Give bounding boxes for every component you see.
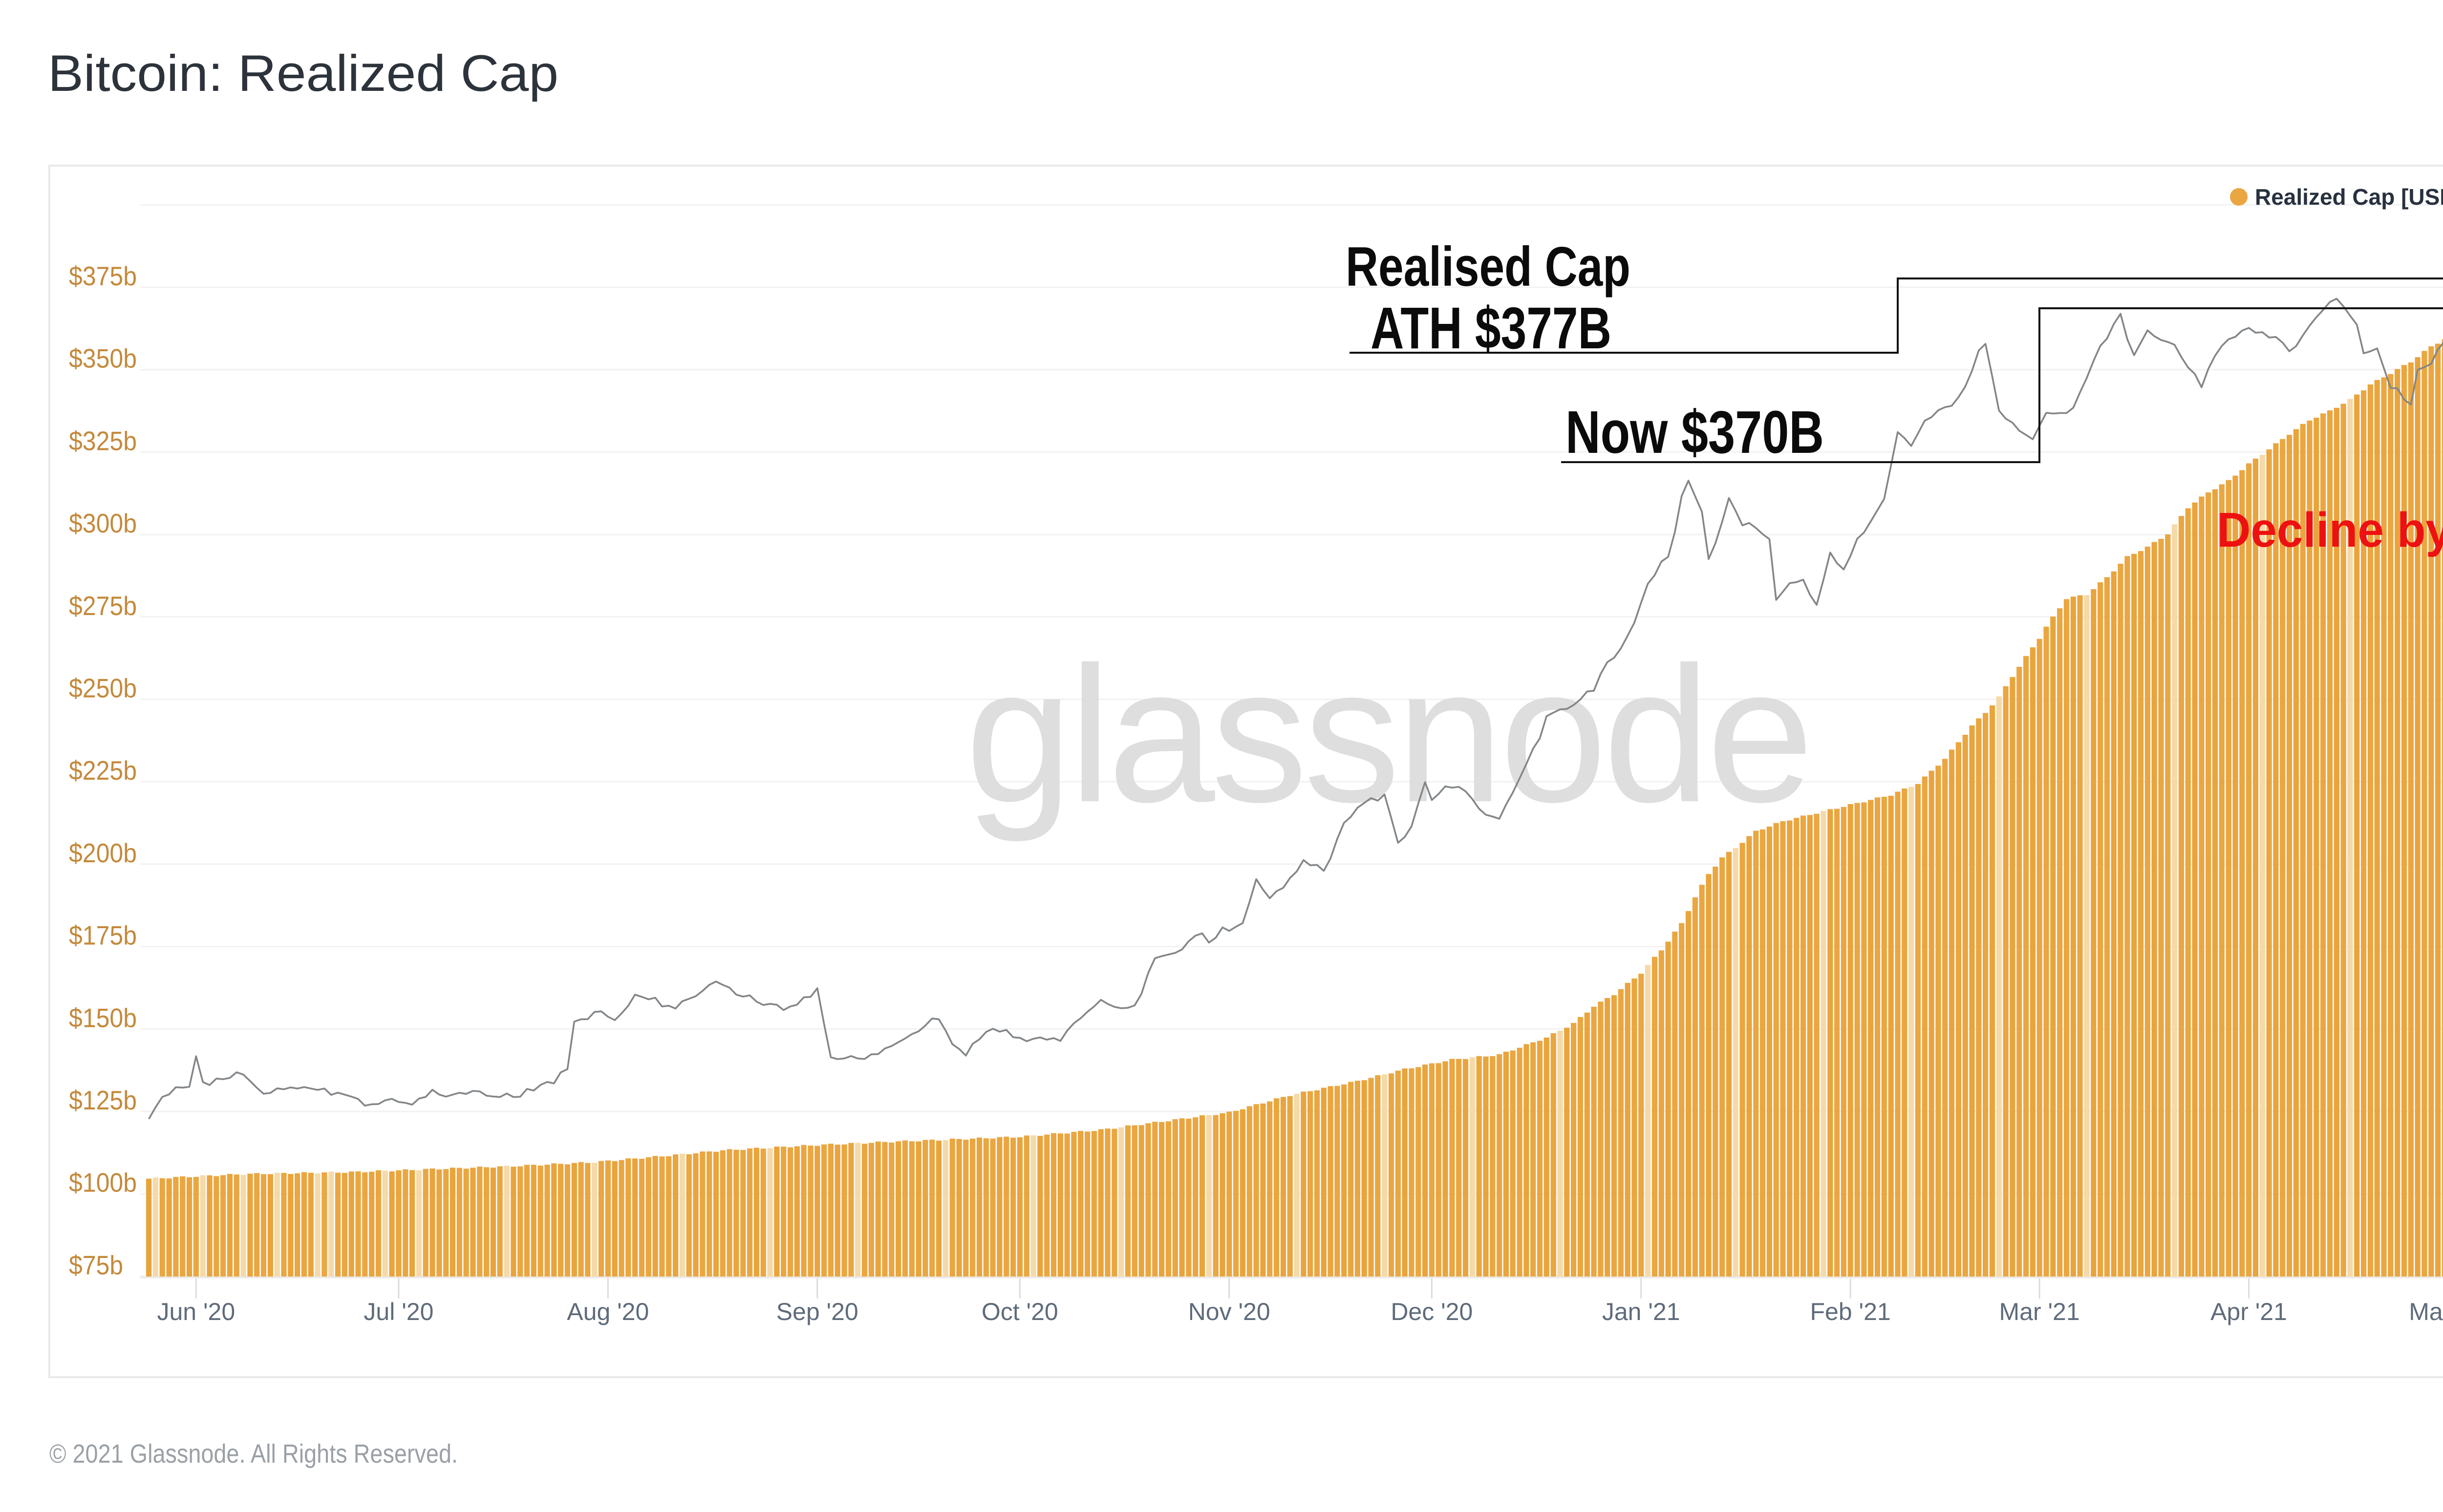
- svg-text:Dec '20: Dec '20: [1391, 1298, 1473, 1325]
- svg-text:$350b: $350b: [69, 343, 137, 374]
- svg-text:Jun '20: Jun '20: [157, 1298, 235, 1325]
- svg-text:$325b: $325b: [69, 426, 137, 456]
- svg-text:Nov '20: Nov '20: [1188, 1298, 1270, 1325]
- svg-text:$275b: $275b: [69, 591, 137, 621]
- svg-text:glassnode: glassnode: [965, 626, 1810, 843]
- svg-text:Apr '21: Apr '21: [2210, 1298, 2287, 1325]
- svg-text:$375b: $375b: [69, 261, 137, 291]
- svg-text:$200b: $200b: [69, 838, 137, 868]
- svg-text:$125b: $125b: [69, 1085, 137, 1115]
- svg-text:Jul '20: Jul '20: [364, 1298, 433, 1325]
- svg-text:$100b: $100b: [69, 1168, 137, 1198]
- svg-text:$225b: $225b: [69, 755, 137, 786]
- svg-text:Realized Cap [USD]: Realized Cap [USD]: [2255, 184, 2443, 210]
- svg-text:$300b: $300b: [69, 508, 137, 538]
- svg-text:Decline by $7B: Decline by $7B: [2217, 503, 2443, 557]
- svg-text:$250b: $250b: [69, 673, 137, 703]
- svg-text:Now $370B: Now $370B: [1565, 399, 1824, 466]
- svg-text:© 2021 Glassnode. All Rights R: © 2021 Glassnode. All Rights Reserved.: [49, 1439, 458, 1469]
- svg-text:$75b: $75b: [69, 1250, 123, 1280]
- svg-text:Mar '21: Mar '21: [1999, 1298, 2080, 1325]
- svg-text:Bitcoin: Realized Cap: Bitcoin: Realized Cap: [48, 45, 558, 102]
- svg-text:Feb '21: Feb '21: [1810, 1298, 1890, 1325]
- svg-text:Sep '20: Sep '20: [776, 1298, 858, 1325]
- svg-text:Realised Cap: Realised Cap: [1346, 236, 1630, 298]
- svg-text:$175b: $175b: [69, 920, 137, 951]
- svg-text:May '21: May '21: [2409, 1298, 2443, 1325]
- svg-text:Jan '21: Jan '21: [1602, 1298, 1680, 1325]
- svg-text:ATH $377B: ATH $377B: [1371, 295, 1611, 361]
- svg-text:Aug '20: Aug '20: [567, 1298, 649, 1325]
- svg-text:Oct '20: Oct '20: [982, 1298, 1058, 1325]
- svg-text:$150b: $150b: [69, 1002, 137, 1033]
